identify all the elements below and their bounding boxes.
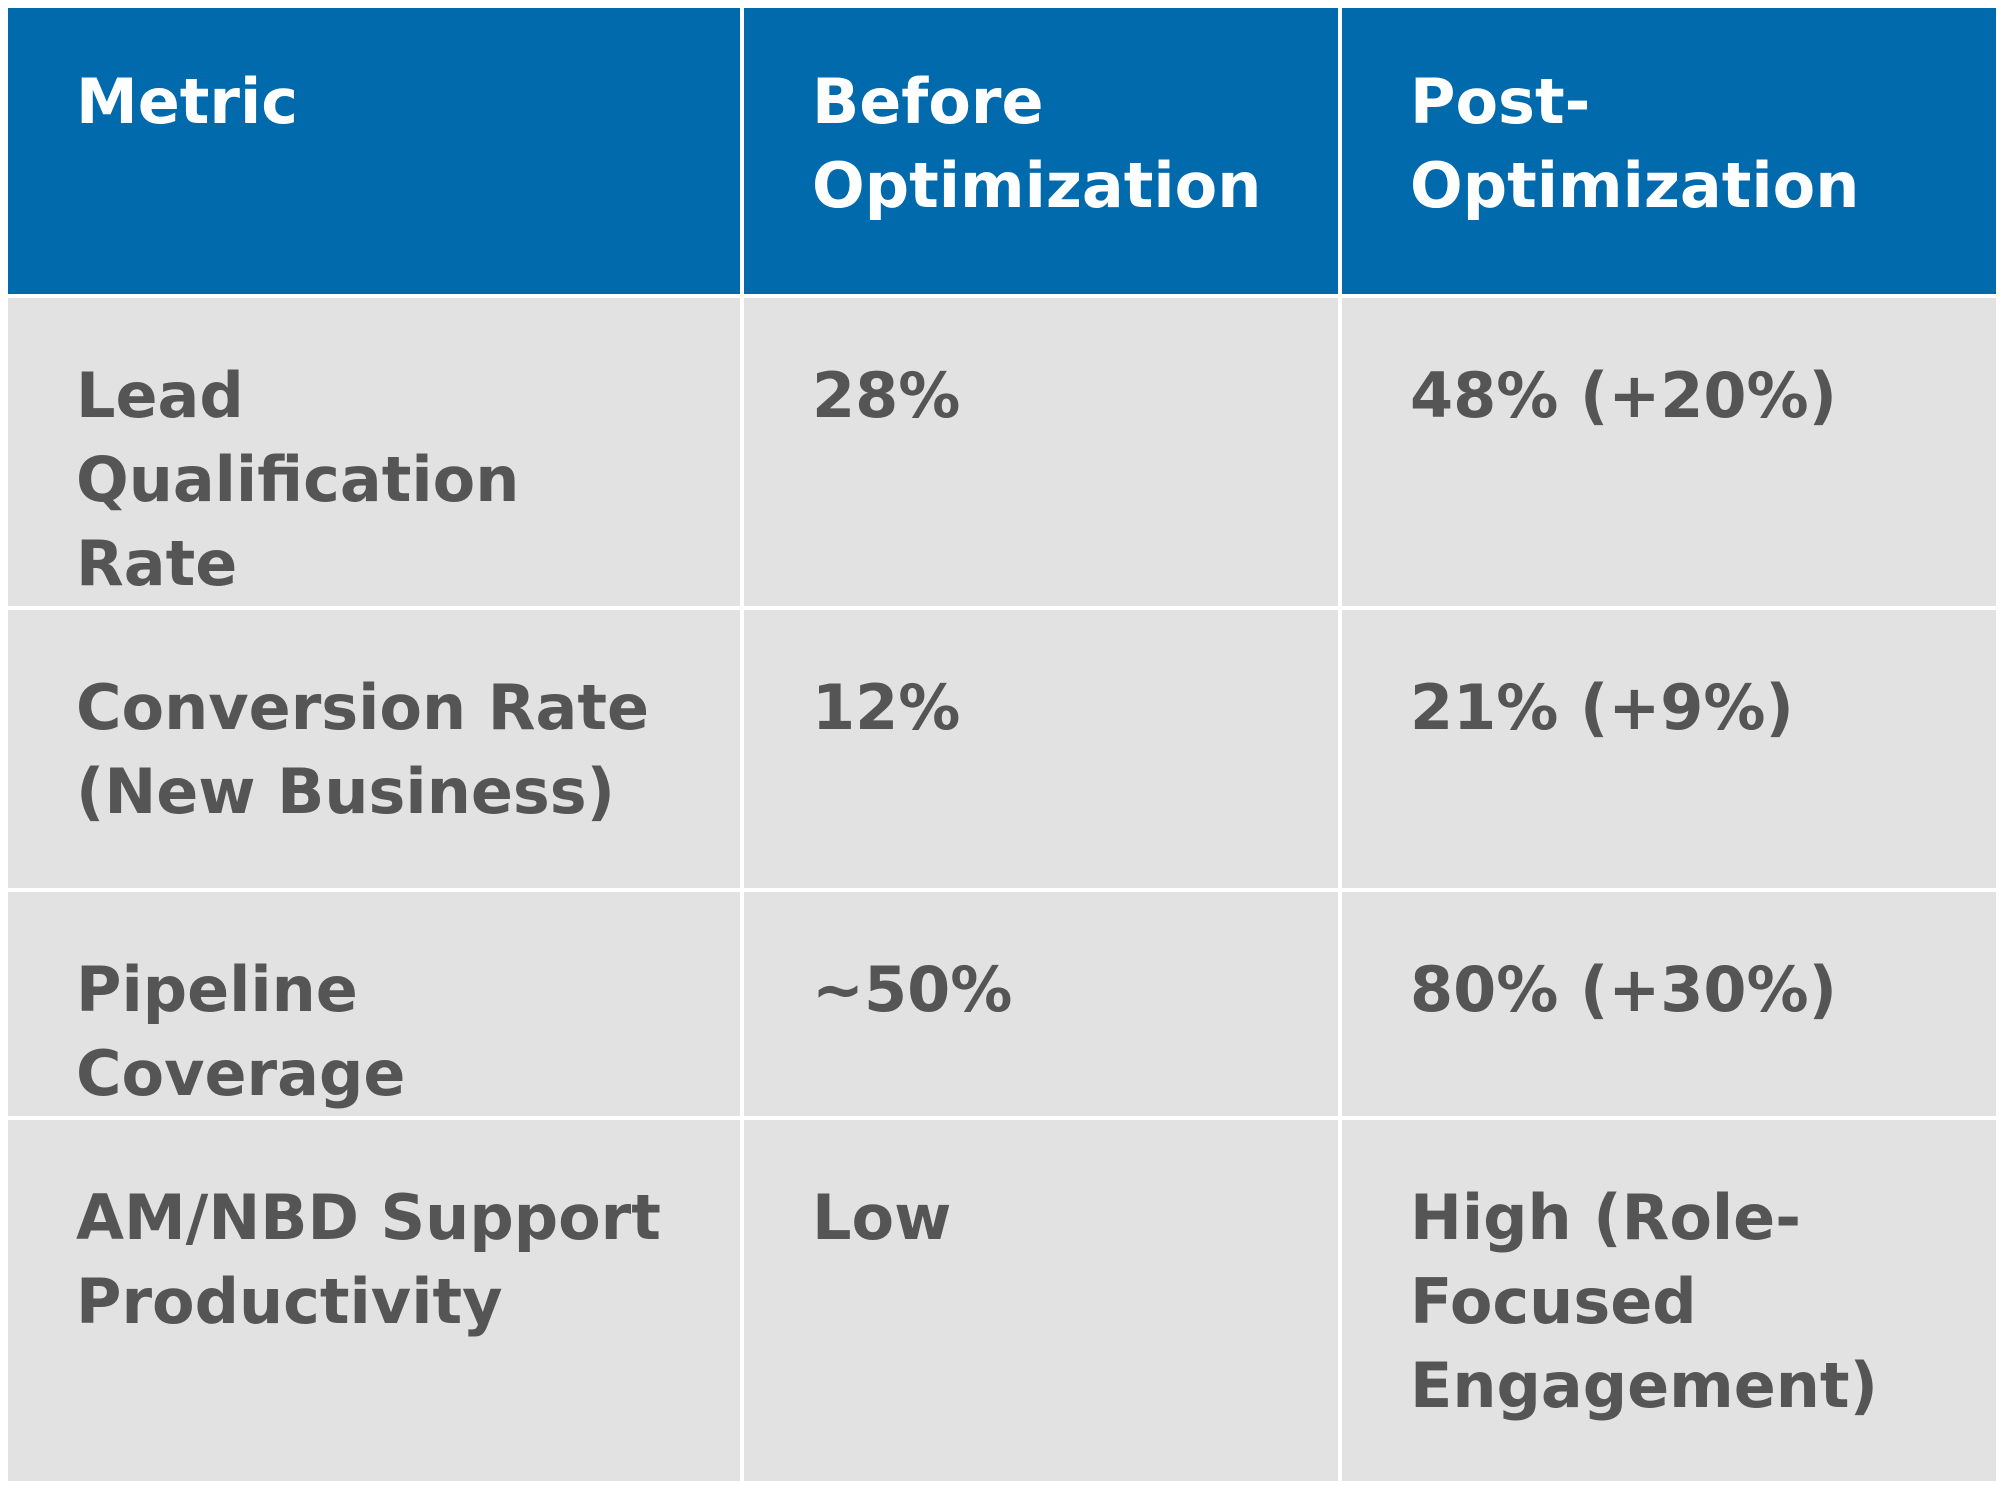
table-cell: ~50% <box>740 888 1342 1120</box>
table-cell: Conversion Rate (New Business) <box>4 606 744 892</box>
table-cell: Low <box>740 1116 1342 1485</box>
table-body: Lead Qualification Rate 28% 48% (+20%) Conv… <box>4 294 2000 1485</box>
table-cell: 80% (+30%) <box>1338 888 2000 1120</box>
table-row: Pipeline Coverage ~50% 80% (+30%) <box>4 888 2000 1120</box>
header-cell: Before Optimization <box>740 4 1342 298</box>
header-row: Metric Before Optimization Post-Optimizati… <box>4 4 2000 298</box>
metrics-table: Metric Before Optimization Post-Optimizati… <box>4 4 2000 1485</box>
table-cell: 12% <box>740 606 1342 892</box>
table-cell: 21% (+9%) <box>1338 606 2000 892</box>
table-header: Metric Before Optimization Post-Optimizati… <box>4 4 2000 298</box>
table-row: Conversion Rate (New Business) 12% 21% (+9… <box>4 606 2000 892</box>
table-cell: Lead Qualification Rate <box>4 294 744 610</box>
table-row: AM/NBD Support Productivity Low High (Role… <box>4 1116 2000 1485</box>
page: Metric Before Optimization Post-Optimizati… <box>4 4 2000 1485</box>
table-cell: AM/NBD Support Productivity <box>4 1116 744 1485</box>
table-row: Lead Qualification Rate 28% 48% (+20%) <box>4 294 2000 610</box>
header-cell: Post-Optimization <box>1338 4 2000 298</box>
table-cell: Pipeline Coverage <box>4 888 744 1120</box>
table-cell: High (Role-Focused Engagement) <box>1338 1116 2000 1485</box>
header-cell: Metric <box>4 4 744 298</box>
table-cell: 28% <box>740 294 1342 610</box>
table-cell: 48% (+20%) <box>1338 294 2000 610</box>
